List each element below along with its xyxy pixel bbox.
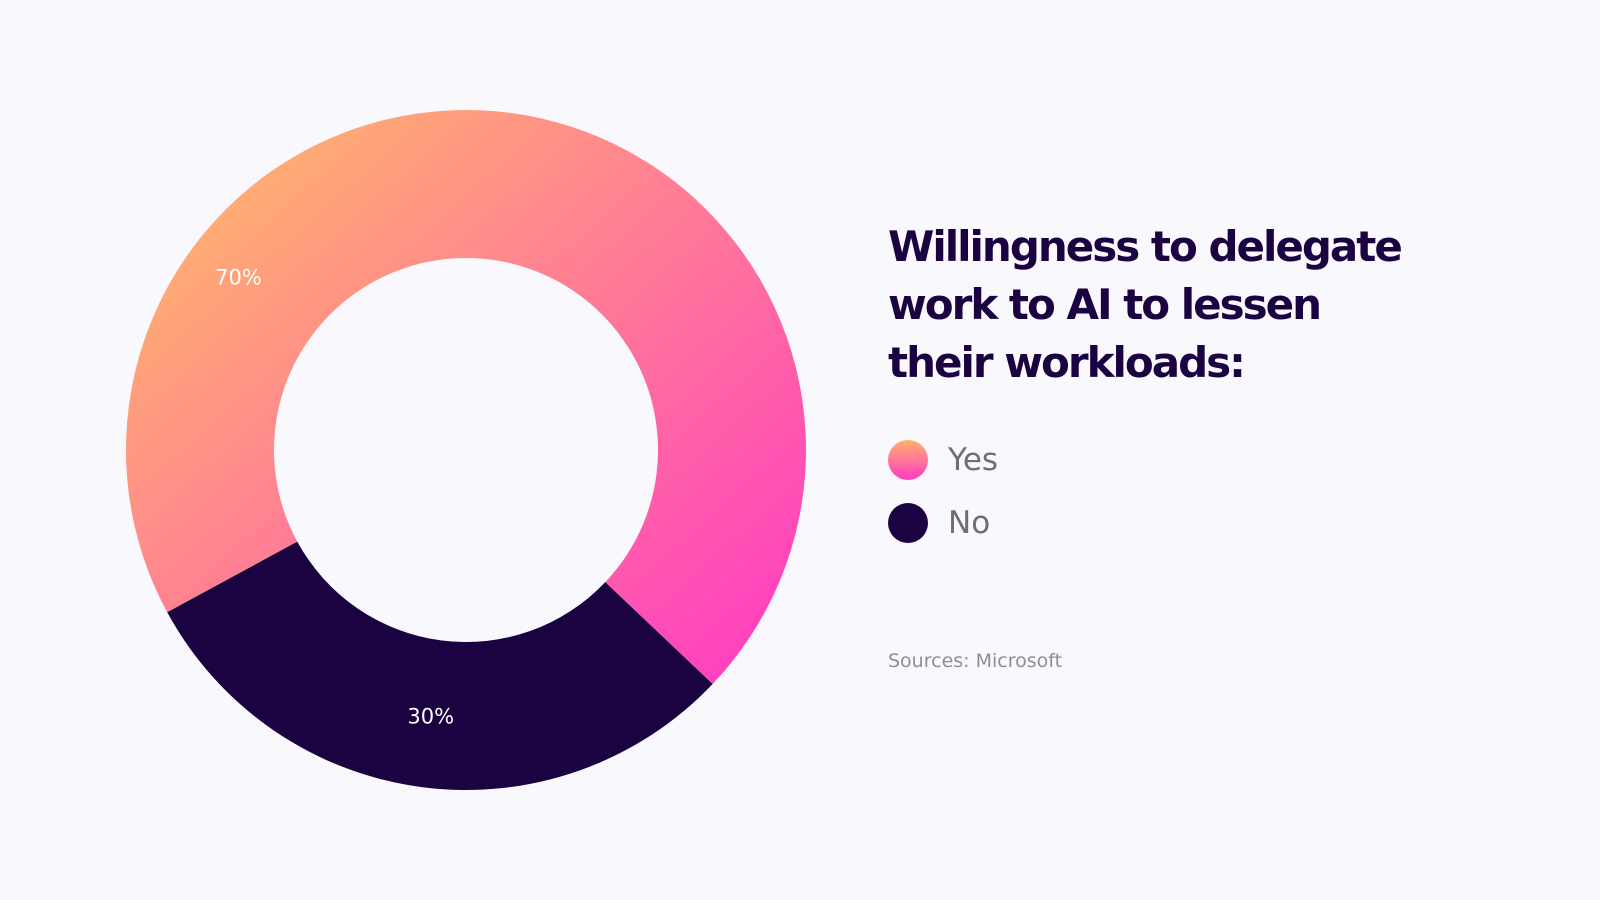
donut-slice-labels: 70% 30% — [215, 265, 454, 728]
legend-item-yes: Yes — [888, 440, 998, 480]
legend-swatch-yes — [888, 440, 928, 480]
legend-item-no: No — [888, 503, 998, 543]
chart-title: Willingness to delegate work to AI to le… — [888, 222, 1403, 387]
legend-label-no: No — [948, 505, 991, 541]
chart-legend: Yes No — [888, 440, 998, 566]
chart-source: Sources: Microsoft — [888, 650, 1063, 672]
donut-slice-no — [167, 541, 713, 790]
legend-swatch-no — [888, 503, 928, 543]
donut-slices — [125, 109, 806, 790]
slice-label-no: 30% — [407, 705, 454, 729]
slice-label-yes: 70% — [215, 265, 262, 289]
donut-slice-yes — [125, 109, 806, 685]
legend-label-yes: Yes — [948, 442, 999, 478]
